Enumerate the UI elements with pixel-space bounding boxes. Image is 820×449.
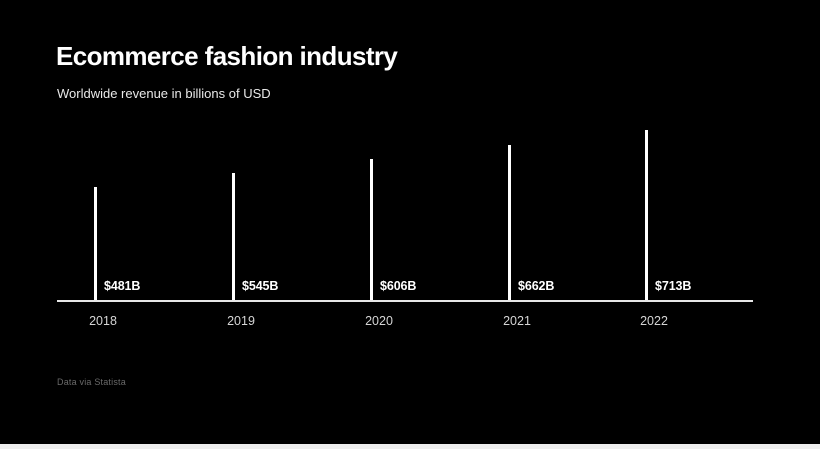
bar-2022 [645,130,648,300]
page-title: Ecommerce fashion industry [56,41,398,71]
bar-value-label-2020: $606B [380,279,417,293]
x-axis-tick-2020: 2020 [365,314,393,328]
bar-value-label-2022: $713B [655,279,692,293]
bar-value-label-2021: $662B [518,279,555,293]
bar-2018 [94,187,97,300]
x-axis-tick-2021: 2021 [503,314,531,328]
x-axis-line [57,300,753,302]
bar-2019 [232,173,235,300]
x-axis-tick-2022: 2022 [640,314,668,328]
x-axis-tick-2018: 2018 [89,314,117,328]
bar-2021 [508,145,511,300]
slide-bottom-edge [0,444,820,449]
chart-subtitle: Worldwide revenue in billions of USD [57,86,271,101]
bar-value-label-2018: $481B [104,279,141,293]
x-axis-tick-2019: 2019 [227,314,255,328]
bar-value-label-2019: $545B [242,279,279,293]
source-attribution: Data via Statista [57,377,126,387]
bar-2020 [370,159,373,300]
